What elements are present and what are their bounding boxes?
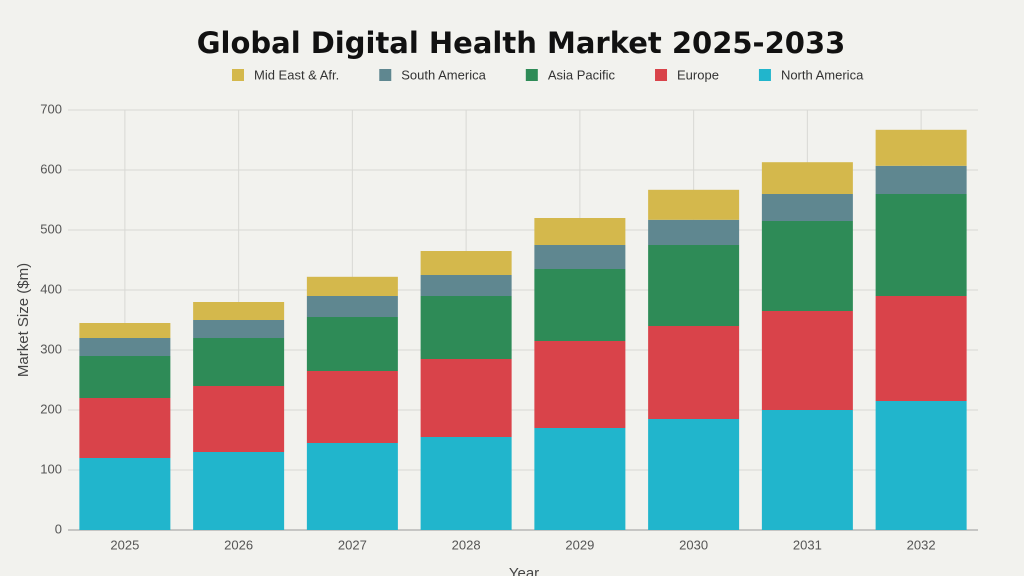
bar-segment — [761, 162, 853, 194]
bar-segment — [648, 189, 740, 220]
bar-segment — [420, 251, 512, 275]
bar-segment — [875, 194, 967, 296]
legend-label: South America — [401, 67, 486, 82]
bar-segment — [648, 219, 740, 245]
legend-swatch — [379, 69, 392, 81]
y-tick-label: 700 — [40, 101, 62, 116]
bar-segment — [306, 296, 398, 317]
bar-segment — [648, 245, 740, 326]
y-axis-label: Market Size ($m) — [15, 263, 32, 377]
bar-segment — [420, 359, 512, 437]
bar-segment — [193, 320, 285, 338]
bar-segment — [534, 341, 626, 428]
bar-segment — [761, 194, 853, 221]
bar-segment — [79, 458, 171, 530]
bar-segment — [648, 419, 740, 530]
bar-segment — [875, 129, 967, 166]
bar-segment — [306, 317, 398, 371]
bar-segment — [875, 401, 967, 530]
y-tick-label: 600 — [40, 161, 62, 176]
legend-swatch — [232, 69, 244, 81]
bar-segment — [193, 452, 285, 530]
bar-segment — [534, 218, 626, 245]
bar-segment — [306, 276, 398, 296]
bar-segment — [761, 221, 853, 311]
x-tick-label: 2025 — [110, 537, 139, 552]
y-tick-label: 500 — [40, 221, 62, 236]
x-tick-label: 2030 — [679, 537, 708, 552]
bar-segment — [79, 338, 171, 356]
bar-segment — [534, 269, 626, 341]
bar-segment — [79, 356, 171, 398]
legend-swatch — [655, 69, 668, 81]
y-tick-label: 200 — [40, 401, 62, 416]
bar-segment — [306, 443, 398, 530]
x-axis-label: Year — [509, 565, 539, 576]
bar-segment — [648, 326, 740, 419]
legend-label: Mid East & Afr. — [254, 67, 339, 82]
x-tick-label: 2028 — [452, 537, 481, 552]
x-tick-label: 2032 — [907, 537, 936, 552]
bar-segment — [79, 323, 171, 338]
bar-segment — [761, 311, 853, 410]
bar-segment — [420, 437, 512, 530]
bar-segment — [306, 371, 398, 443]
y-tick-label: 100 — [40, 461, 62, 476]
y-tick-label: 0 — [55, 521, 62, 536]
x-tick-label: 2027 — [338, 537, 367, 552]
chart-title: Global Digital Health Market 2025-2033 — [197, 26, 846, 60]
bar-segment — [534, 428, 626, 530]
bar-segment — [193, 302, 285, 320]
x-tick-label: 2029 — [565, 537, 594, 552]
bar-segment — [875, 296, 967, 401]
bar-segment — [875, 165, 967, 194]
x-tick-label: 2026 — [224, 537, 253, 552]
bar-segment — [761, 410, 853, 530]
legend-swatch — [525, 69, 538, 81]
bar-segment — [420, 275, 512, 296]
bar-segment — [79, 398, 171, 458]
bar-segment — [193, 338, 285, 386]
bar-segment — [193, 386, 285, 452]
y-tick-label: 400 — [40, 281, 62, 296]
x-tick-label: 2031 — [793, 537, 822, 552]
bar-segment — [420, 296, 512, 359]
bar-segment — [534, 245, 626, 269]
legend-label: Europe — [677, 67, 719, 82]
legend-label: Asia Pacific — [548, 67, 616, 82]
legend-label: North America — [781, 67, 864, 82]
y-tick-label: 300 — [40, 341, 62, 356]
legend-swatch — [758, 69, 771, 81]
